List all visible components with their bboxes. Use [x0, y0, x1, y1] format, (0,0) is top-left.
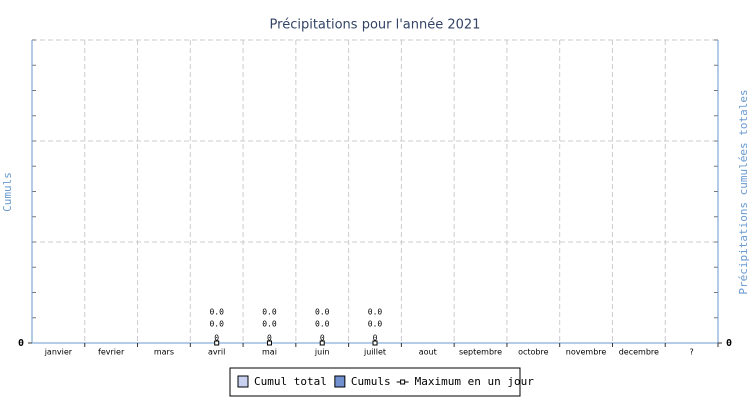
x-tick-label: ? — [689, 348, 693, 357]
y-tick-label: 0 — [18, 338, 24, 349]
legend-marker — [400, 379, 406, 385]
value-label: 0.0 — [209, 308, 224, 317]
x-tick-label: juin — [314, 348, 330, 357]
value-label: 0.0 — [209, 320, 224, 329]
max-marker — [372, 340, 378, 346]
value-label: 0.0 — [262, 320, 277, 329]
y-axis-label: Cumuls — [1, 172, 14, 212]
max-marker — [319, 340, 325, 346]
legend-swatch — [334, 375, 346, 388]
value-label: 0 — [267, 334, 272, 343]
x-tick-label: decembre — [619, 348, 659, 357]
x-tick-label: mars — [154, 348, 174, 357]
value-label: 0.0 — [315, 308, 330, 317]
x-tick-label: fevrier — [98, 348, 125, 357]
legend-label: Cumuls — [351, 375, 391, 388]
max-marker — [266, 340, 272, 346]
value-label: 0.0 — [368, 320, 383, 329]
legend-box — [229, 367, 521, 397]
x-tick-label: septembre — [459, 348, 502, 357]
x-tick-label: juillet — [363, 348, 386, 357]
chart-title: Précipitations pour l'année 2021 — [270, 18, 481, 33]
x-tick-label: mai — [262, 348, 277, 357]
y2-tick-label: 0 — [726, 338, 732, 349]
legend-label: Maximum en un jour — [415, 375, 535, 388]
legend: Cumul total Cumuls Maximum en un jour — [229, 367, 535, 397]
x-tick-label: janvier — [44, 348, 73, 357]
value-label: 0.0 — [262, 308, 277, 317]
max-marker — [214, 340, 220, 346]
x-tick-label: aout — [419, 348, 437, 357]
x-tick-label: novembre — [566, 348, 607, 357]
value-label: 0 — [320, 334, 325, 343]
value-label: 0 — [214, 334, 219, 343]
x-tick-label: octobre — [518, 348, 549, 357]
value-label: 0.0 — [368, 308, 383, 317]
legend-label: Cumul total — [254, 375, 327, 388]
y2-axis-label: Précipitations cumulées totales — [737, 89, 750, 294]
value-label: 0 — [373, 334, 378, 343]
value-label: 0.0 — [315, 320, 330, 329]
x-tick-label: avril — [208, 348, 225, 357]
legend-swatch — [237, 375, 249, 388]
